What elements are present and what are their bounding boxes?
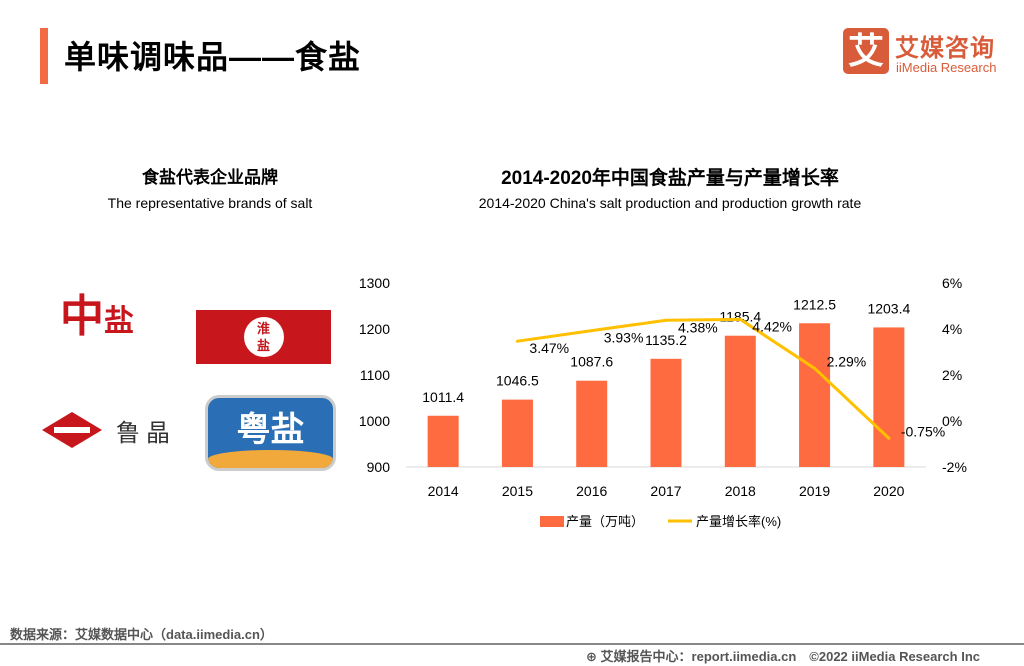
x-tick: 2015: [502, 483, 533, 499]
legend-bar-label: 产量（万吨）: [566, 514, 644, 529]
bar-2018: [724, 335, 756, 467]
growth-line: [517, 317, 890, 440]
x-tick: 2019: [799, 483, 830, 499]
line-label: 2.29%: [827, 353, 867, 369]
bar-2020: [873, 327, 905, 467]
report-credit: ⊕ 艾媒报告中心：report.iimedia.cn ©2022 iiMedia…: [586, 646, 980, 665]
line-label: 3.93%: [604, 330, 644, 346]
y-left-tick: 1200: [359, 321, 390, 337]
bar-label: 1011.4: [422, 389, 464, 405]
x-tick: 2014: [428, 483, 459, 499]
bar-label: 1212.5: [793, 296, 836, 312]
y-left-tick: 1000: [359, 413, 390, 429]
x-tick: 2018: [725, 483, 756, 499]
brand-logo-huaiyan: 淮盐: [196, 310, 331, 364]
brand-logo-lujing: 鲁晶: [40, 410, 176, 450]
brand-logo-zhongyan: 中盐: [60, 291, 134, 342]
bar-label: 1046.5: [496, 373, 539, 389]
y-right-tick: 2%: [942, 367, 962, 383]
line-point-2015: [515, 339, 519, 343]
y-left-tick: 1100: [360, 367, 390, 383]
line-label: 3.47%: [529, 340, 569, 356]
bar-label: 1203.4: [867, 300, 910, 316]
y-right-tick: 6%: [942, 275, 962, 291]
bar-label: 1135.2: [645, 332, 687, 348]
line-point-2017: [664, 318, 668, 322]
bar-2016: [576, 380, 608, 467]
line-label: 4.42%: [752, 318, 792, 334]
y-right-tick: 4%: [942, 321, 962, 337]
y-left-tick: 900: [367, 459, 391, 475]
globe-icon: ⊕: [586, 649, 597, 664]
legend-line-label: 产量增长率(%): [696, 514, 781, 529]
bar-2017: [650, 358, 682, 467]
bar-label: 1087.6: [570, 354, 613, 370]
line-point-2020: [887, 436, 891, 440]
brands-title: 食盐代表企业品牌: [142, 168, 278, 187]
y-right-tick: 0%: [942, 413, 962, 429]
x-tick: 2016: [576, 483, 607, 499]
iimedia-logo-mark: 艾: [843, 28, 889, 74]
data-source: 数据来源：艾媒数据中心（data.iimedia.cn）: [10, 627, 273, 642]
x-tick: 2017: [650, 483, 681, 499]
chart-subtitle: 2014-2020 China's salt production and pr…: [478, 195, 862, 211]
y-left-tick: 1300: [359, 275, 390, 291]
line-label: -0.75%: [901, 423, 945, 439]
line-point-2016: [590, 329, 594, 333]
footer-divider: [0, 643, 1024, 645]
title-accent-bar: [40, 28, 48, 84]
report-text: 艾媒报告中心：report.iimedia.cn ©2022 iiMedia R…: [600, 649, 981, 664]
bar-2015: [501, 399, 533, 467]
chart-title: 2014-2020年中国食盐产量与产量增长率: [501, 168, 839, 189]
logo-en: iiMedia Research: [896, 60, 997, 75]
bar-2019: [799, 323, 831, 467]
legend-bar-swatch: [540, 516, 564, 527]
line-point-2019: [813, 366, 817, 370]
line-label: 4.38%: [678, 319, 718, 335]
y-right-tick: -2%: [942, 459, 967, 475]
brands-subtitle: The representative brands of salt: [107, 195, 313, 211]
brand-logo-yueyan: 粤盐: [205, 395, 336, 471]
logo-cn: 艾媒咨询: [895, 35, 995, 62]
x-tick: 2020: [873, 483, 904, 499]
bar-2014: [427, 415, 459, 467]
line-point-2018: [738, 317, 742, 321]
page-title: 单味调味品——食盐: [64, 39, 362, 75]
